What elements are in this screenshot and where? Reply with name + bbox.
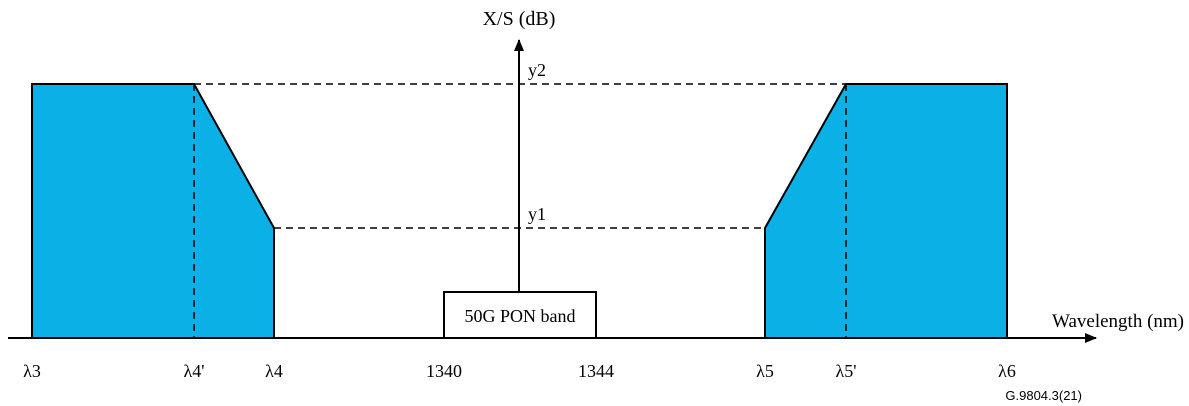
tick-label-lambda5-prime: λ5' — [836, 361, 857, 381]
tick-label-lambda4-prime: λ4' — [184, 361, 205, 381]
tick-label-lambda6: λ6 — [998, 361, 1016, 381]
tick-label-lambda4: λ4 — [265, 361, 283, 381]
left-mask-region — [31, 83, 275, 339]
tick-label-lambda5: λ5 — [756, 361, 774, 381]
tick-label-1344: 1344 — [578, 361, 614, 381]
tick-label-1340: 1340 — [426, 361, 462, 381]
pon-band-box — [443, 291, 597, 339]
x-axis-label: Wavelength (nm) — [1052, 311, 1184, 332]
tick-label-lambda3: λ3 — [23, 361, 41, 381]
level-label-y1: y1 — [528, 204, 546, 224]
y-axis-label: X/S (dB) — [483, 8, 556, 30]
right-mask-region — [764, 83, 1008, 339]
pon-band-label: 50G PON band — [465, 306, 576, 326]
level-label-y2: y2 — [528, 60, 546, 80]
figure-id: G.9804.3(21) — [1005, 388, 1082, 403]
